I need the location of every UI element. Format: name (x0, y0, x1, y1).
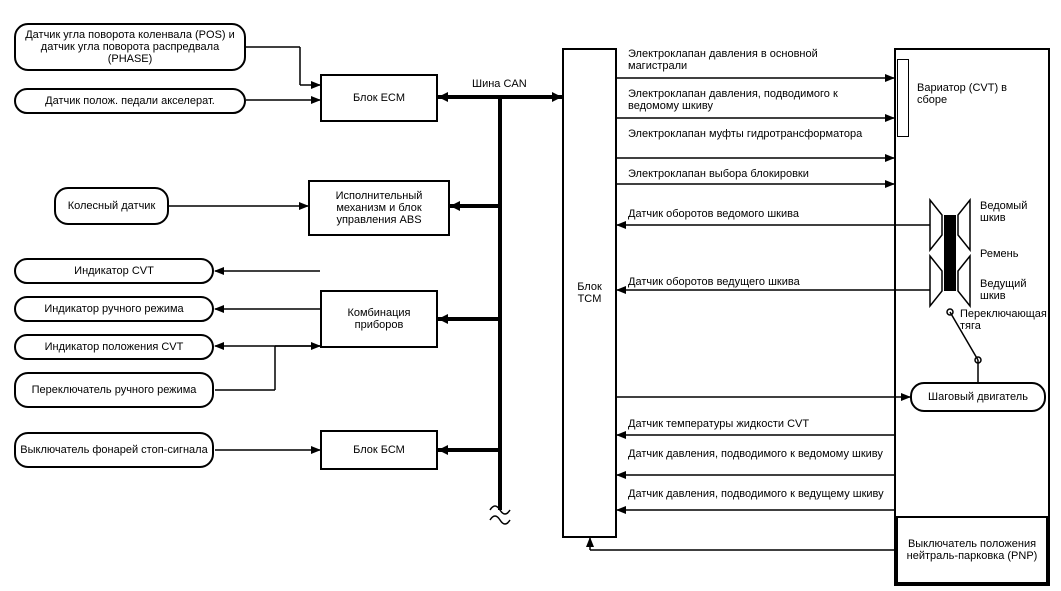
indicator-manual-mode: Индикатор ручного режима (14, 296, 214, 322)
label-ecm: Блок ECM (353, 92, 405, 104)
sig-main-solenoid: Электроклапан давления в основной магист… (626, 48, 876, 72)
label-driving-pulley: Ведущий шкив (978, 278, 1048, 302)
switch-stop-lamp: Выключатель фонарей стоп-сигнала (14, 432, 214, 468)
label-stop-lamp: Выключатель фонарей стоп-сигнала (20, 444, 207, 456)
sig-tc-solenoid: Электроклапан муфты гидротрансформатора (626, 128, 886, 140)
label-step-motor: Шаговый двигатель (928, 391, 1028, 403)
sensor-crank-cam: Датчик угла поворота коленвала (POS) и д… (14, 23, 246, 71)
label-abs: Исполнительный механизм и блок управлени… (314, 190, 444, 226)
cvt-title-tag (897, 59, 909, 137)
indicator-cvt: Индикатор CVT (14, 258, 214, 284)
block-ecm: Блок ECM (320, 74, 438, 122)
label-pnp: Выключатель положения нейтраль-парковка … (902, 538, 1042, 562)
block-instr: Комбинация приборов (320, 290, 438, 348)
step-motor: Шаговый двигатель (910, 382, 1046, 412)
block-bsm: Блок БСМ (320, 430, 438, 470)
indicator-cvt-pos: Индикатор положения CVT (14, 334, 214, 360)
label-cvt-pos: Индикатор положения CVT (45, 341, 184, 353)
sensor-wheel: Колесный датчик (54, 187, 169, 225)
label-tcm: Блок TCM (568, 281, 611, 305)
label-instr: Комбинация приборов (326, 307, 432, 331)
cvt-title: Вариатор (CVT) в сборе (915, 82, 1035, 106)
sig-sec-pressure: Датчик давления, подводимого к ведомому … (626, 448, 886, 460)
label-can-bus: Шина CAN (470, 78, 529, 90)
label-manual-ind: Индикатор ручного режима (44, 303, 183, 315)
label-manual-sw: Переключатель ручного режима (32, 384, 197, 396)
label-belt: Ремень (978, 248, 1038, 260)
sig-sec-speed: Датчик оборотов ведомого шкива (626, 208, 886, 220)
sig-lock-solenoid: Электроклапан выбора блокировки (626, 168, 886, 180)
sensor-accel: Датчик полож. педали акселерат. (14, 88, 246, 114)
sig-temp: Датчик температуры жидкости CVT (626, 418, 886, 430)
sig-pri-speed: Датчик оборотов ведущего шкива (626, 276, 886, 288)
sig-sec-solenoid: Электроклапан давления, подводимого к ве… (626, 88, 886, 112)
label-cvt-ind: Индикатор CVT (74, 265, 154, 277)
label-driven-pulley: Ведомый шкив (978, 200, 1048, 224)
pnp-switch: Выключатель положения нейтраль-парковка … (896, 516, 1048, 584)
label-wheel: Колесный датчик (68, 200, 156, 212)
sig-pri-pressure: Датчик давления, подводимого к ведущему … (626, 488, 886, 500)
block-tcm: Блок TCM (562, 48, 617, 538)
label-crank-cam: Датчик угла поворота коленвала (POS) и д… (20, 29, 240, 65)
label-accel: Датчик полож. педали акселерат. (45, 95, 215, 107)
label-bsm: Блок БСМ (353, 444, 405, 456)
label-shift-rod: Переключающая тяга (958, 308, 1048, 332)
block-abs: Исполнительный механизм и блок управлени… (308, 180, 450, 236)
switch-manual: Переключатель ручного режима (14, 372, 214, 408)
